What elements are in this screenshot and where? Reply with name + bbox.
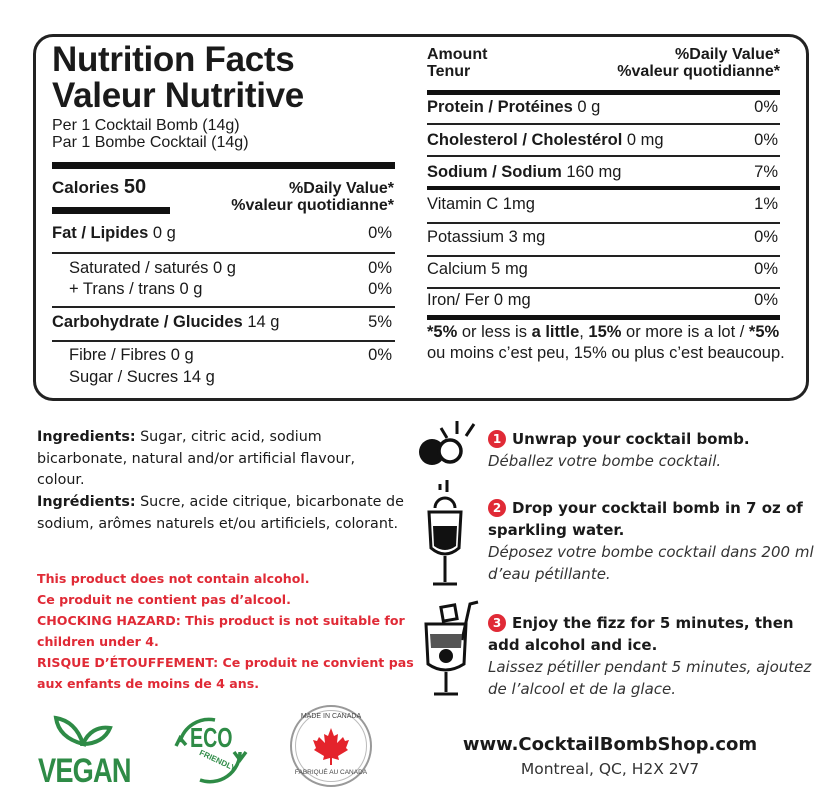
nutrient-row-calcium: Calcium 5 mg xyxy=(427,260,528,278)
warning-no-alcohol-fr: Ce produit ne contient pas d’alcool. xyxy=(37,592,291,607)
calories-value: 50 xyxy=(123,176,147,198)
nutrient-row-iron: Iron/ Fer 0 mg xyxy=(427,291,531,309)
recycle-arrows-icon xyxy=(174,717,248,784)
vegan-logo: VEGAN xyxy=(38,708,132,790)
thick-divider xyxy=(52,162,395,169)
leaves-icon xyxy=(53,715,113,747)
drop-in-glass-icon xyxy=(427,480,463,586)
dv-sodium: 7% xyxy=(754,163,778,181)
amount-header: Amount Tenur xyxy=(427,46,488,80)
nutrient-row-saturated: Saturated / saturés 0 g xyxy=(69,259,236,277)
maple-leaf-icon xyxy=(313,728,349,765)
thick-divider xyxy=(427,90,780,95)
ingredients-en: Ingredients: Sugar, citric acid, sodium … xyxy=(37,429,356,488)
dv-carbohydrate: 5% xyxy=(368,313,392,331)
calories-divider xyxy=(52,207,170,214)
step-number-badge: 1 xyxy=(488,430,506,448)
cocktail-glass-icon xyxy=(424,600,479,696)
step-number-badge: 2 xyxy=(488,499,506,517)
step-1: 1 Unwrap your cocktail bomb. Déballez vot… xyxy=(488,430,750,470)
eco-text: ECO xyxy=(190,722,233,753)
dv-en: %Daily Value* xyxy=(289,180,394,197)
thick-divider xyxy=(427,186,780,190)
title-en: Nutrition Facts xyxy=(52,40,295,79)
dv-header-left: %Daily Value* %valeur quotidianne* xyxy=(174,180,394,214)
ingredients-fr: Ingrédients: Sucre, acide citrique, bica… xyxy=(37,494,404,532)
dv-saturated: 0% xyxy=(368,259,392,277)
divider xyxy=(427,222,780,224)
website-link[interactable]: www.CocktailBombShop.com xyxy=(462,734,758,755)
nutrient-row-fat: Fat / Lipides 0 g xyxy=(52,224,176,242)
dv-cholesterol: 0% xyxy=(754,131,778,149)
divider xyxy=(52,252,395,254)
nutrient-row-cholesterol: Cholesterol / Cholestérol 0 mg xyxy=(427,131,664,149)
serving-fr: Par 1 Bombe Cocktail (14g) xyxy=(52,134,249,151)
dv-fibre: 0% xyxy=(368,346,392,364)
nutrient-row-fibre: Fibre / Fibres 0 g xyxy=(69,346,194,364)
dv-potassium: 0% xyxy=(754,228,778,246)
dv-vitamin-c: 1% xyxy=(754,195,778,213)
calories-label: Calories xyxy=(52,178,120,197)
made-in-canada-seal: MADE IN CANADA FABRIQUÉ AU CANADA xyxy=(290,705,372,787)
step-3: 3 Enjoy the fizz for 5 minutes, then add … xyxy=(488,614,812,698)
dv-fat: 0% xyxy=(368,224,392,242)
divider xyxy=(427,155,780,157)
eco-friendly-logo: ECO FRIENDLY xyxy=(170,712,250,787)
divider xyxy=(427,123,780,125)
warning-choking-en: CHOCKING HAZARD: This product is not sui… xyxy=(37,613,405,649)
nutrient-row-vitamin-c: Vitamin C 1mg xyxy=(427,195,535,213)
dv-iron: 0% xyxy=(754,291,778,309)
dv-footnote: *5% or less is a little, 15% or more is … xyxy=(427,323,785,362)
dv-header-right: %Daily Value* %valeur quotidianne* xyxy=(617,46,780,80)
divider xyxy=(52,340,395,342)
dv-protein: 0% xyxy=(754,98,778,116)
nutrient-row-potassium: Potassium 3 mg xyxy=(427,228,546,246)
nutrient-row-protein: Protein / Protéines 0 g xyxy=(427,98,601,116)
nutrient-row-sodium: Sodium / Sodium 160 mg xyxy=(427,163,622,181)
dv-calcium: 0% xyxy=(754,260,778,278)
nutrient-row-trans: + Trans / trans 0 g xyxy=(69,280,203,298)
warnings: This product does not contain alcohol. C… xyxy=(37,568,417,694)
calories: Calories 50 xyxy=(52,176,146,199)
nutrition-facts-panel xyxy=(33,34,809,401)
divider xyxy=(427,287,780,289)
address: Montreal, QC, H2X 2V7 xyxy=(520,760,700,778)
unwrap-bomb-icon xyxy=(419,421,476,465)
warning-choking-fr: RISQUE D’ÉTOUFFEMENT: Ce produit ne conv… xyxy=(37,655,414,691)
step-number-badge: 3 xyxy=(488,614,506,632)
fabrique-au-canada-text: FABRIQUÉ AU CANADA xyxy=(294,769,368,776)
dv-fr: %valeur quotidianne* xyxy=(231,197,394,214)
divider xyxy=(52,306,395,308)
made-in-canada-text: MADE IN CANADA xyxy=(300,713,362,720)
divider xyxy=(427,255,780,257)
warning-no-alcohol-en: This product does not contain alcohol. xyxy=(37,571,310,586)
nutrient-row-sugar: Sugar / Sucres 14 g xyxy=(69,368,215,386)
vegan-text: VEGAN xyxy=(38,752,132,790)
title-fr: Valeur Nutritive xyxy=(52,76,304,115)
thick-divider xyxy=(427,315,780,320)
nutrient-row-carbohydrate: Carbohydrate / Glucides 14 g xyxy=(52,313,280,331)
step-2: 2 Drop your cocktail bomb in 7 oz of spar… xyxy=(488,499,814,583)
dv-trans: 0% xyxy=(368,280,392,298)
serving-en: Per 1 Cocktail Bomb (14g) xyxy=(52,117,240,134)
